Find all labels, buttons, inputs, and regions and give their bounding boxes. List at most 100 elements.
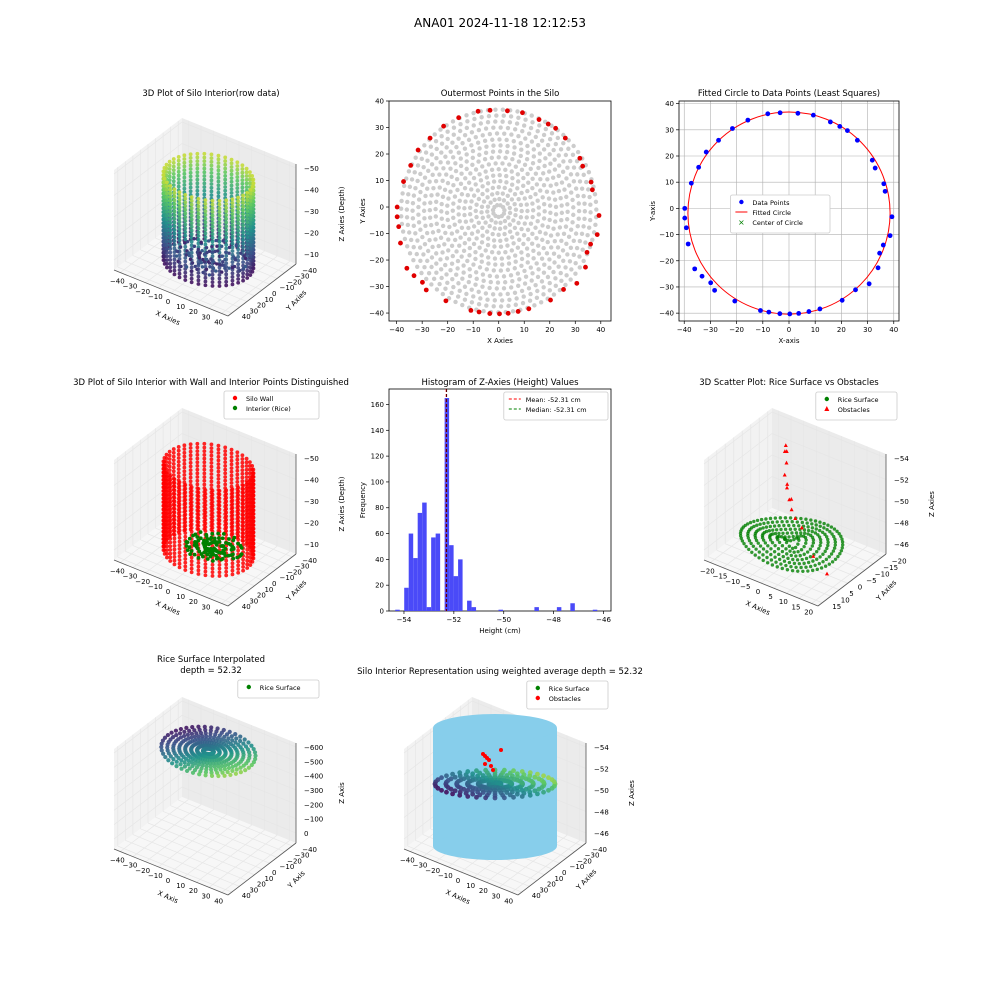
inner-point (514, 121, 520, 126)
inner-point (462, 132, 468, 138)
data-point (182, 179, 187, 184)
surface-point (770, 540, 775, 545)
wall-point (236, 511, 241, 516)
wall-point (248, 555, 253, 560)
wall-point (216, 447, 221, 452)
x-tick-label: 20 (479, 887, 488, 895)
inner-point (565, 252, 570, 257)
data-point (168, 198, 173, 203)
outer-point (401, 179, 406, 184)
data-point (245, 228, 250, 232)
inner-point (526, 131, 532, 136)
z-tick-label: −52 (594, 766, 609, 774)
data-point (236, 277, 241, 281)
inner-point (464, 159, 469, 164)
data-point (179, 264, 183, 269)
surface-point (773, 555, 777, 559)
inner-point (420, 182, 425, 187)
surface-point (818, 528, 822, 533)
wall-point (162, 466, 167, 471)
surface-patch (535, 771, 540, 777)
surface-patch (216, 773, 221, 779)
surface-point (755, 523, 759, 527)
inner-point (505, 201, 510, 206)
histogram-bar (534, 607, 539, 611)
wall-point (182, 461, 187, 466)
inner-point (473, 135, 478, 140)
data-point (172, 198, 177, 203)
data-point (223, 181, 228, 186)
data-point (183, 270, 188, 275)
data-point (712, 287, 718, 293)
wall-point (217, 492, 222, 497)
inner-point (512, 145, 517, 150)
inner-point (541, 285, 546, 290)
inner-point (519, 208, 524, 214)
inner-point (494, 131, 500, 136)
data-point (245, 224, 250, 229)
x-axis-line (113, 269, 229, 317)
inner-point (559, 238, 564, 244)
data-point (223, 257, 227, 262)
data-point (177, 275, 182, 280)
x-tick-label: 0 (456, 877, 460, 885)
surface-point (790, 546, 795, 551)
wall-point (172, 488, 177, 493)
z-tick-label: −20 (304, 520, 319, 528)
wall-point (168, 555, 173, 560)
data-point (235, 178, 240, 183)
inner-point (515, 186, 520, 191)
inner-point (516, 220, 521, 226)
inner-point (582, 209, 588, 214)
data-point (188, 178, 193, 183)
inner-point (476, 302, 482, 307)
data-point (216, 190, 221, 195)
surface-patch (170, 761, 175, 766)
y-tick-label: 30 (249, 597, 258, 605)
wall-point (177, 535, 182, 540)
data-point (229, 157, 234, 162)
surface-point (792, 523, 796, 528)
wall-point (229, 458, 234, 463)
inner-point (467, 267, 472, 272)
wall-point (230, 516, 235, 521)
data-point (251, 177, 256, 182)
outer-point (408, 163, 414, 168)
chart-title: Outermost Points in the Silo (441, 89, 560, 99)
wall-point (176, 470, 181, 475)
inner-point (410, 200, 416, 206)
data-point (203, 231, 208, 236)
inner-point (522, 221, 527, 226)
y-axis-line (227, 553, 297, 607)
inner-point (470, 162, 475, 168)
inner-point (462, 206, 467, 211)
inner-point (520, 300, 526, 306)
surface-point (740, 539, 745, 543)
data-point (248, 221, 253, 226)
y-tick-label: −30 (295, 852, 310, 860)
outer-point (536, 117, 542, 122)
surface-patch (541, 789, 546, 795)
interior-point (216, 550, 221, 555)
surface-patch (541, 773, 546, 779)
surface-point (806, 532, 810, 536)
y-tick-label: 30 (249, 307, 258, 315)
surface-point (818, 537, 823, 542)
data-point (223, 185, 228, 189)
inner-point (436, 243, 441, 249)
inner-point (440, 178, 445, 184)
surface-point (757, 556, 761, 560)
inner-point (424, 276, 429, 282)
data-point (189, 247, 193, 252)
data-point (224, 276, 229, 280)
inner-point (451, 125, 457, 130)
surface-point (817, 547, 821, 551)
data-point (185, 239, 190, 244)
data-point (230, 215, 235, 220)
surface-patch (501, 795, 507, 801)
inner-point (444, 256, 450, 261)
inner-point (473, 249, 478, 255)
inner-point (486, 162, 492, 167)
inner-point (484, 303, 489, 308)
data-point (172, 205, 177, 210)
